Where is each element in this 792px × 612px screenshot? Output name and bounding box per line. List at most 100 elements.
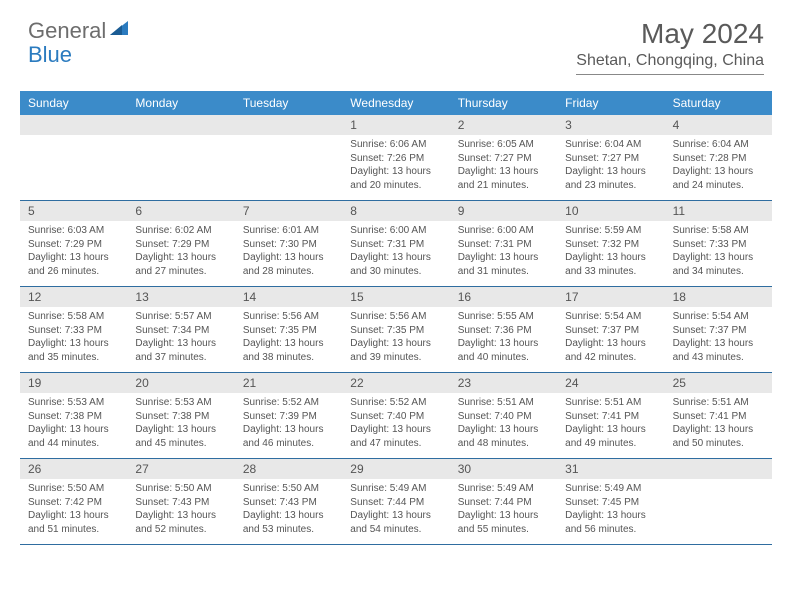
- sunrise-text: Sunrise: 5:51 AM: [565, 396, 656, 410]
- day-number-row: 1234: [20, 115, 772, 135]
- day-details: Sunrise: 5:54 AMSunset: 7:37 PMDaylight:…: [665, 307, 772, 372]
- sunrise-text: Sunrise: 5:57 AM: [135, 310, 226, 324]
- sunset-text: Sunset: 7:34 PM: [135, 324, 226, 338]
- sunset-text: Sunset: 7:45 PM: [565, 496, 656, 510]
- daylight-text: Daylight: 13 hours and 44 minutes.: [28, 423, 119, 450]
- sunrise-text: Sunrise: 5:58 AM: [673, 224, 764, 238]
- day-details: Sunrise: 5:52 AMSunset: 7:39 PMDaylight:…: [235, 393, 342, 458]
- day-details: Sunrise: 5:57 AMSunset: 7:34 PMDaylight:…: [127, 307, 234, 372]
- daylight-text: Daylight: 13 hours and 30 minutes.: [350, 251, 441, 278]
- day-details: [127, 135, 234, 200]
- day-number: 20: [127, 373, 234, 393]
- day-number: [127, 115, 234, 135]
- day-details: Sunrise: 5:54 AMSunset: 7:37 PMDaylight:…: [557, 307, 664, 372]
- sunset-text: Sunset: 7:29 PM: [28, 238, 119, 252]
- day-details: Sunrise: 5:56 AMSunset: 7:35 PMDaylight:…: [235, 307, 342, 372]
- day-details: Sunrise: 5:59 AMSunset: 7:32 PMDaylight:…: [557, 221, 664, 286]
- day-details: Sunrise: 6:05 AMSunset: 7:27 PMDaylight:…: [450, 135, 557, 200]
- sunrise-text: Sunrise: 5:51 AM: [458, 396, 549, 410]
- sunset-text: Sunset: 7:39 PM: [243, 410, 334, 424]
- weekday-label: Wednesday: [342, 91, 449, 115]
- sunrise-text: Sunrise: 6:02 AM: [135, 224, 226, 238]
- day-number: 31: [557, 459, 664, 479]
- daylight-text: Daylight: 13 hours and 48 minutes.: [458, 423, 549, 450]
- week-block: 12131415161718Sunrise: 5:58 AMSunset: 7:…: [20, 287, 772, 373]
- sunset-text: Sunset: 7:36 PM: [458, 324, 549, 338]
- daylight-text: Daylight: 13 hours and 28 minutes.: [243, 251, 334, 278]
- weekday-label: Monday: [127, 91, 234, 115]
- sunrise-text: Sunrise: 5:52 AM: [243, 396, 334, 410]
- day-number: 15: [342, 287, 449, 307]
- day-details: Sunrise: 6:04 AMSunset: 7:27 PMDaylight:…: [557, 135, 664, 200]
- sunset-text: Sunset: 7:40 PM: [458, 410, 549, 424]
- sunset-text: Sunset: 7:27 PM: [565, 152, 656, 166]
- sunset-text: Sunset: 7:32 PM: [565, 238, 656, 252]
- day-number: 23: [450, 373, 557, 393]
- day-number: 14: [235, 287, 342, 307]
- day-details: Sunrise: 5:52 AMSunset: 7:40 PMDaylight:…: [342, 393, 449, 458]
- sunrise-text: Sunrise: 5:56 AM: [350, 310, 441, 324]
- sunrise-text: Sunrise: 5:50 AM: [243, 482, 334, 496]
- sunrise-text: Sunrise: 5:54 AM: [565, 310, 656, 324]
- daylight-text: Daylight: 13 hours and 31 minutes.: [458, 251, 549, 278]
- sunrise-text: Sunrise: 5:49 AM: [565, 482, 656, 496]
- daylight-text: Daylight: 13 hours and 26 minutes.: [28, 251, 119, 278]
- sunrise-text: Sunrise: 6:06 AM: [350, 138, 441, 152]
- logo-triangle-icon: [110, 19, 130, 37]
- day-details: Sunrise: 5:53 AMSunset: 7:38 PMDaylight:…: [127, 393, 234, 458]
- daylight-text: Daylight: 13 hours and 21 minutes.: [458, 165, 549, 192]
- sunrise-text: Sunrise: 6:05 AM: [458, 138, 549, 152]
- daylight-text: Daylight: 13 hours and 23 minutes.: [565, 165, 656, 192]
- day-number: 1: [342, 115, 449, 135]
- day-number-row: 19202122232425: [20, 373, 772, 393]
- day-details: Sunrise: 5:50 AMSunset: 7:42 PMDaylight:…: [20, 479, 127, 544]
- day-number: 6: [127, 201, 234, 221]
- day-details: Sunrise: 5:58 AMSunset: 7:33 PMDaylight:…: [20, 307, 127, 372]
- sunrise-text: Sunrise: 5:59 AM: [565, 224, 656, 238]
- day-details-row: Sunrise: 6:06 AMSunset: 7:26 PM Daylight:…: [20, 135, 772, 200]
- day-details: Sunrise: 6:04 AMSunset: 7:28 PMDaylight:…: [665, 135, 772, 200]
- day-details: Sunrise: 6:00 AMSunset: 7:31 PMDaylight:…: [450, 221, 557, 286]
- day-details: Sunrise: 6:03 AMSunset: 7:29 PMDaylight:…: [20, 221, 127, 286]
- sunrise-text: Sunrise: 5:53 AM: [135, 396, 226, 410]
- sunrise-text: Sunrise: 5:58 AM: [28, 310, 119, 324]
- day-number: 28: [235, 459, 342, 479]
- sunrise-text: Sunrise: 5:54 AM: [673, 310, 764, 324]
- sunrise-text: Sunrise: 5:53 AM: [28, 396, 119, 410]
- sunset-text: Sunset: 7:26 PM: [350, 152, 441, 166]
- day-details: Sunrise: 5:49 AMSunset: 7:45 PMDaylight:…: [557, 479, 664, 544]
- sunrise-text: Sunrise: 5:56 AM: [243, 310, 334, 324]
- title-block: May 2024 Shetan, Chongqing, China: [576, 18, 764, 75]
- sunrise-text: Sunrise: 6:04 AM: [673, 138, 764, 152]
- weeks-container: 1234Sunrise: 6:06 AMSunset: 7:26 PMDayli…: [20, 115, 772, 545]
- sunset-text: Sunset: 7:40 PM: [350, 410, 441, 424]
- sunset-text: Sunset: 7:35 PM: [350, 324, 441, 338]
- day-number: 4: [665, 115, 772, 135]
- daylight-text: Daylight: 13 hours and 42 minutes.: [565, 337, 656, 364]
- sunrise-text: Sunrise: 6:04 AM: [565, 138, 656, 152]
- daylight-text: Daylight: 13 hours and 55 minutes.: [458, 509, 549, 536]
- day-number: 2: [450, 115, 557, 135]
- day-number: [665, 459, 772, 479]
- sunset-text: Sunset: 7:43 PM: [135, 496, 226, 510]
- sunset-text: Sunset: 7:31 PM: [458, 238, 549, 252]
- sunset-text: Sunset: 7:31 PM: [350, 238, 441, 252]
- day-number: 29: [342, 459, 449, 479]
- day-details-row: Sunrise: 6:03 AMSunset: 7:29 PMDaylight:…: [20, 221, 772, 286]
- day-details: Sunrise: 5:51 AMSunset: 7:41 PMDaylight:…: [665, 393, 772, 458]
- day-number: 12: [20, 287, 127, 307]
- week-block: 19202122232425Sunrise: 5:53 AMSunset: 7:…: [20, 373, 772, 459]
- sunset-text: Sunset: 7:29 PM: [135, 238, 226, 252]
- daylight-text: Daylight: 13 hours and 35 minutes.: [28, 337, 119, 364]
- sunset-text: Sunset: 7:38 PM: [28, 410, 119, 424]
- day-number: [20, 115, 127, 135]
- day-number-row: 262728293031: [20, 459, 772, 479]
- daylight-text: Daylight: 13 hours and 39 minutes.: [350, 337, 441, 364]
- daylight-text: Daylight: 13 hours and 40 minutes.: [458, 337, 549, 364]
- day-details-row: Sunrise: 5:58 AMSunset: 7:33 PMDaylight:…: [20, 307, 772, 372]
- day-number: 11: [665, 201, 772, 221]
- sunset-text: Sunset: 7:30 PM: [243, 238, 334, 252]
- sunrise-text: Sunrise: 6:01 AM: [243, 224, 334, 238]
- day-details: Sunrise: 6:01 AMSunset: 7:30 PMDaylight:…: [235, 221, 342, 286]
- daylight-text: Daylight: 13 hours and 49 minutes.: [565, 423, 656, 450]
